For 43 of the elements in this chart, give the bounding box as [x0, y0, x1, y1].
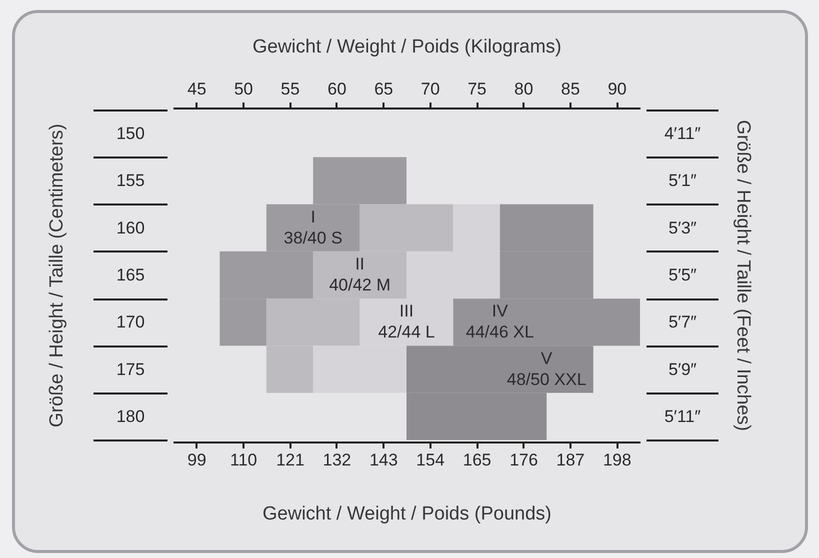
annotation: II 40/42 M	[329, 254, 391, 294]
x2-tick-label: 45	[187, 80, 206, 98]
y2-tick-label: 5′5″	[668, 266, 697, 284]
x2-tick-label: 90	[608, 80, 627, 98]
y-tick-label: 170	[116, 312, 145, 332]
x-tick-label: 198	[602, 450, 632, 470]
x-tick-label: 143	[369, 450, 398, 470]
x-tick-label: 176	[510, 450, 538, 470]
x-tick-label: 110	[230, 450, 258, 470]
x-tick-label: 187	[556, 450, 585, 470]
x2-tick-label: 75	[468, 80, 487, 98]
x2-axis-title: Gewicht / Weight / Poids (Kilograms)	[252, 36, 562, 58]
y-tick-label: 160	[116, 218, 145, 238]
y2-tick-label: 5′1″	[668, 171, 697, 190]
y-tick-label: 155	[116, 171, 145, 190]
y2-tick-label: 5′7″	[668, 312, 697, 332]
x2-tick-label: 50	[234, 80, 254, 98]
x2-tick-label: 60	[327, 80, 346, 98]
x2-tick-label: 55	[280, 80, 300, 98]
y-tick-label: 180	[116, 406, 145, 426]
y-tick-label: 150	[116, 124, 145, 144]
y2-tick-label: 5′11″	[664, 406, 701, 426]
y-tick-label: 165	[116, 266, 145, 284]
x2-tick-label: 80	[514, 80, 534, 98]
x-tick-label: 132	[322, 450, 352, 470]
y2-tick-label: 5′9″	[668, 360, 697, 379]
y-tick-label: 175	[116, 360, 145, 379]
x2-tick-label: 65	[374, 80, 394, 98]
x-tick-label: 154	[416, 450, 445, 470]
y2-axis-title: Größe / Height / Taille (Feet / Inches)	[732, 120, 754, 432]
y-axis-title: Größe / Height / Taille (Centimeters)	[46, 124, 68, 428]
annotation: IV 44/46 XL	[466, 302, 534, 342]
x-tick-label: 99	[187, 450, 206, 470]
x-tick-label: 165	[462, 450, 492, 470]
y2-tick-label: 5′3″	[668, 218, 697, 238]
x-tick-label: 121	[276, 450, 304, 470]
annotation: I 38/40 S	[284, 207, 342, 248]
x-axis-title: Gewicht / Weight / Poids (Pounds)	[262, 504, 552, 524]
x2-tick-label: 70	[420, 80, 440, 98]
annotation: V 48/50 XXL	[506, 348, 586, 389]
x2-tick-label: 85	[560, 80, 580, 98]
annotation: III 42/44 L	[378, 302, 435, 342]
y2-tick-label: 4′11″	[664, 124, 701, 144]
